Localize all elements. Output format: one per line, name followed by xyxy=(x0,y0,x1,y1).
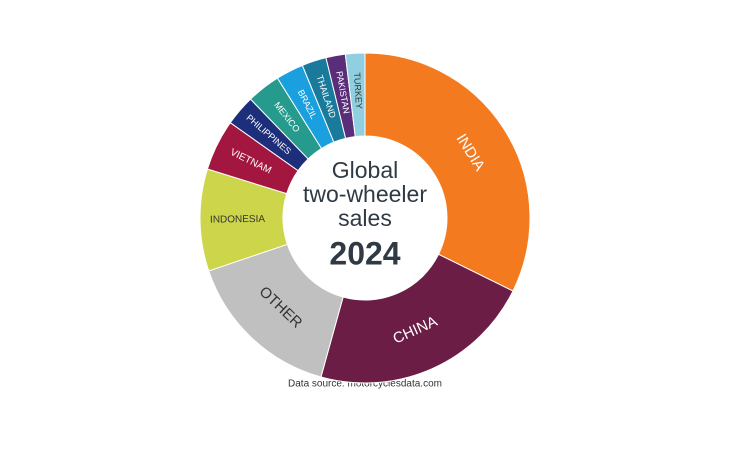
slice-label: INDONESIA xyxy=(210,214,265,226)
slice xyxy=(344,52,366,138)
center-title: two-wheeler xyxy=(303,181,427,207)
slice-label: TURKEY xyxy=(352,72,364,109)
slice xyxy=(208,243,344,378)
center-title: sales xyxy=(338,205,392,231)
slice xyxy=(364,52,531,292)
center-title: Global xyxy=(332,157,398,183)
source: Data source: motorcyclesdata.com xyxy=(288,379,442,390)
slice xyxy=(320,253,514,384)
center-year: 2024 xyxy=(329,235,400,271)
